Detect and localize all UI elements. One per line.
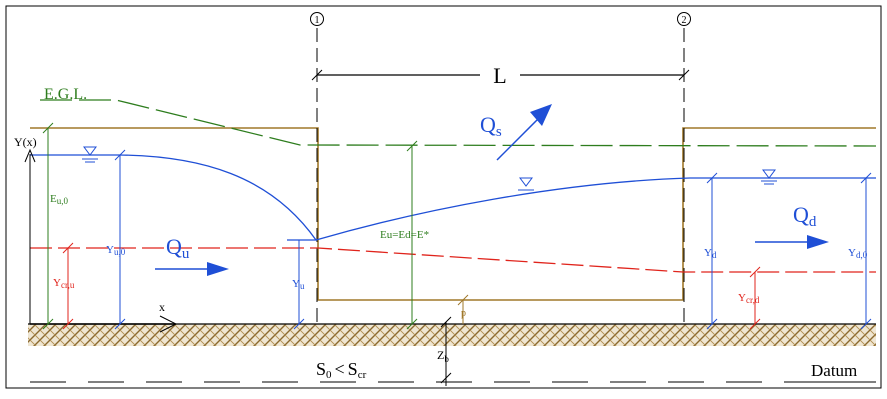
egl-label: E.G.L. (44, 86, 87, 103)
frame (5, 5, 882, 389)
zb-label: Zb (437, 348, 449, 364)
section-1-label: 1 (315, 15, 320, 26)
channel-bed (28, 324, 876, 346)
length-label: L (493, 63, 506, 88)
upstream-water-surface (30, 154, 317, 241)
section-2-label: 2 (682, 15, 687, 26)
ycru-label: Ycr,u (53, 277, 75, 290)
water-symbol-upstream (82, 146, 98, 163)
y-axis-arrow (24, 148, 36, 163)
qu-label: Qu (166, 234, 190, 262)
x-axis-label: x (159, 300, 165, 314)
length-tick-right (678, 69, 690, 81)
qd-label: Qd (793, 202, 817, 230)
water-symbol-downstream (761, 169, 777, 185)
qs-arrow-shaft (496, 113, 544, 161)
eu0-label: Eu,0 (50, 193, 68, 206)
qu-arrow-head (207, 262, 229, 276)
slope-condition-label: S0 < Scr (316, 359, 367, 381)
qs-arrow-head (530, 104, 552, 126)
y-axis-label: Y(x) (14, 135, 37, 149)
length-tick-left (311, 69, 323, 81)
x-axis-arrow (159, 315, 178, 333)
yd0-label: Yd,0 (848, 247, 868, 260)
energy-equality-label: Eu=Ed=E* (380, 229, 429, 241)
section-marker-1 (310, 12, 324, 26)
section-marker-2 (677, 12, 691, 26)
qd-arrow-head (807, 235, 829, 249)
yu0-label: Yu,0 (106, 244, 126, 257)
ycrd-label: Ycr,d (738, 292, 760, 305)
water-symbol-mid (518, 177, 534, 191)
yd-label: Yd (704, 247, 717, 260)
qs-label: Qs (480, 112, 502, 140)
weir-water-surface (315, 177, 876, 241)
yu-label: Yu (292, 278, 305, 291)
critical-depth-line (30, 247, 876, 273)
energy-grade-line (40, 99, 877, 147)
channel-outline (30, 127, 876, 301)
p-label: p (461, 308, 466, 319)
datum-label: Datum (811, 361, 857, 380)
